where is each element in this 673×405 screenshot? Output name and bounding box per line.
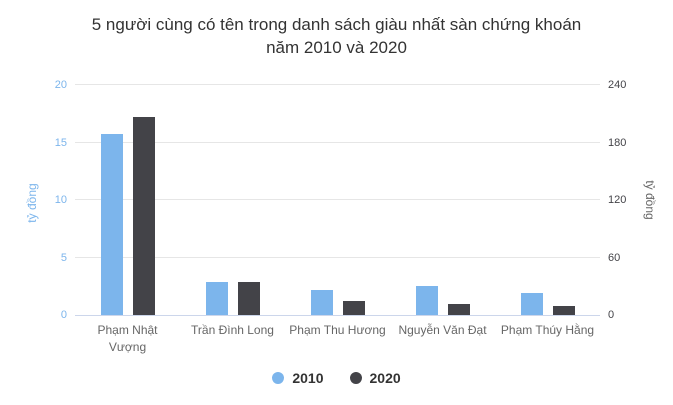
x-axis-label-pham-thuy-hang: Phạm Thúy Hằng <box>500 323 595 337</box>
gridline-5 <box>75 256 600 258</box>
x-axis-label-tran-dinh-long: Trần Đình Long <box>191 323 274 337</box>
legend-item-2020[interactable]: 2020 <box>349 370 401 386</box>
left-tick-label-10: 10 <box>54 194 67 206</box>
bar-group-pham-thuy-hang <box>495 85 600 315</box>
left-tick-label-15: 15 <box>54 136 67 149</box>
x-axis-label-pham-nhat-vuong: Phạm Nhật Vượng <box>97 323 158 354</box>
legend: 2010 2020 <box>0 370 673 386</box>
legend-dot-2020-icon <box>349 372 362 384</box>
chart-title-line-2: năm 2010 và 2020 <box>266 38 407 57</box>
right-axis-ticks: 0 60 120 180 240 <box>608 79 653 321</box>
bar-2010-pham-thu-huong[interactable] <box>310 289 333 315</box>
bar-group-pham-nhat-vuong <box>75 85 180 315</box>
right-tick-label-60: 60 <box>608 251 621 264</box>
right-tick-label-240: 240 <box>608 79 627 91</box>
right-tick-label-180: 180 <box>608 136 627 149</box>
legend-item-2010[interactable]: 2010 <box>272 370 324 386</box>
legend-label-2020: 2020 <box>369 370 401 386</box>
gridline-10 <box>75 199 600 200</box>
left-tick-label-5: 5 <box>60 251 67 264</box>
left-axis-ticks: 0 5 10 15 20 <box>0 79 67 321</box>
bar-2010-pham-nhat-vuong[interactable] <box>100 134 123 315</box>
bar-2020-tran-dinh-long[interactable] <box>237 282 260 315</box>
gridline-15 <box>75 141 600 143</box>
x-axis-label-nguyen-van-dat: Nguyễn Văn Đạt <box>398 323 487 337</box>
right-tick-label-0: 0 <box>608 309 615 321</box>
gridline-20 <box>75 84 600 85</box>
bar-groups <box>75 85 600 315</box>
right-tick-label-120: 120 <box>608 194 627 206</box>
x-axis-label-pham-thu-huong: Phạm Thu Hương <box>289 323 386 337</box>
bar-2020-pham-thuy-hang[interactable] <box>552 305 575 315</box>
chart-title: 5 người cùng có tên trong danh sách giàu… <box>0 13 673 59</box>
plot-area <box>75 84 600 316</box>
bar-2020-pham-nhat-vuong[interactable] <box>132 116 155 315</box>
x-axis-labels: Phạm Nhật Vượng Trần Đình Long Phạm Thu Hươ… <box>75 322 600 356</box>
bar-group-nguyen-van-dat <box>390 85 495 315</box>
left-tick-label-20: 20 <box>54 79 67 91</box>
bar-2020-nguyen-van-dat[interactable] <box>447 303 470 315</box>
bar-2010-tran-dinh-long[interactable] <box>205 281 228 315</box>
bar-2020-pham-thu-huong[interactable] <box>342 300 365 315</box>
bar-group-pham-thu-huong <box>285 85 390 315</box>
legend-label-2010: 2010 <box>292 370 324 386</box>
left-tick-label-0: 0 <box>60 309 67 321</box>
bar-2010-nguyen-van-dat[interactable] <box>415 286 438 315</box>
legend-dot-2010-icon <box>272 372 285 384</box>
bar-group-tran-dinh-long <box>180 85 285 315</box>
bar-2010-pham-thuy-hang[interactable] <box>520 293 543 315</box>
chart-title-line-1: 5 người cùng có tên trong danh sách giàu… <box>91 15 582 34</box>
